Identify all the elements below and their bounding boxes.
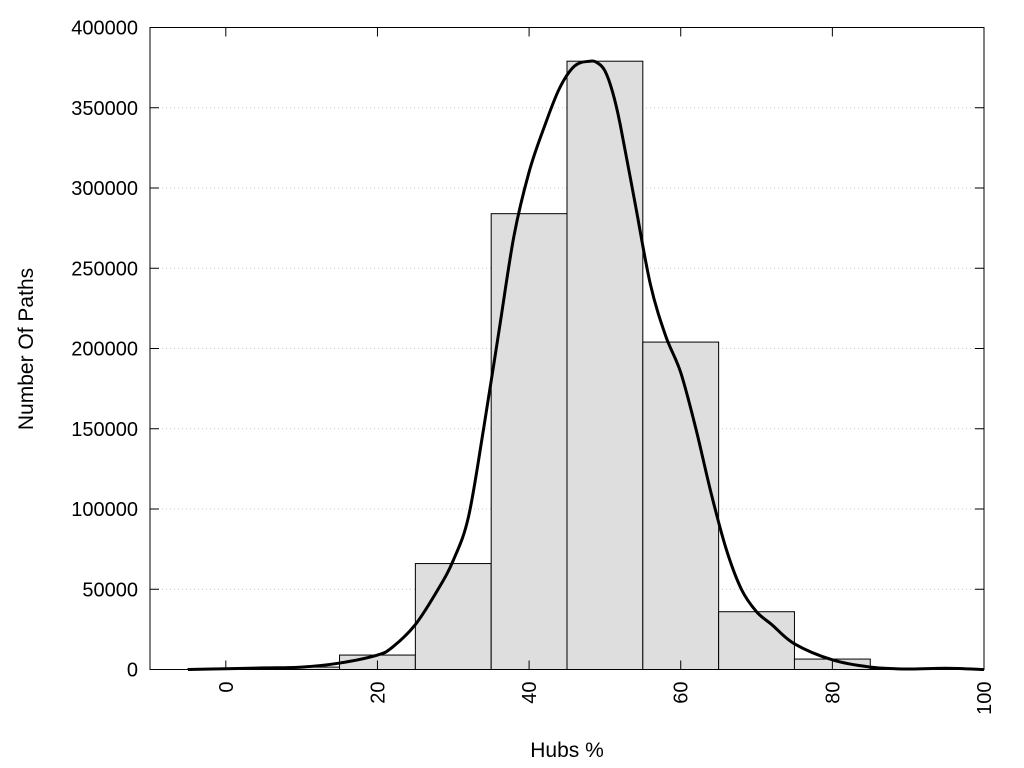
y-tick-label-3: 150000 <box>71 419 138 441</box>
bar-5 <box>566 60 644 670</box>
x-tick-labels: 0 20 40 60 80 100 <box>216 682 996 715</box>
bar-6 <box>642 341 720 670</box>
x-tick-label-4: 80 <box>822 682 844 704</box>
y-tick-label-5: 250000 <box>71 258 138 280</box>
y-tick-label-8: 400000 <box>71 18 138 40</box>
axis-ticks <box>150 27 985 670</box>
x-tick-label-0: 0 <box>216 682 238 693</box>
x-tick-label-2: 40 <box>519 682 541 704</box>
bar-3 <box>414 563 492 671</box>
x-tick-label-3: 60 <box>671 682 693 704</box>
y-tick-label-4: 200000 <box>71 339 138 361</box>
y-tick-label-0: 0 <box>127 660 138 682</box>
y-tick-label-2: 100000 <box>71 499 138 521</box>
y-tick-label-1: 50000 <box>82 579 138 601</box>
bar-7 <box>718 611 795 670</box>
x-tick-label-1: 20 <box>367 682 389 704</box>
y-tick-label-6: 300000 <box>71 178 138 200</box>
x-tick-label-5: 100 <box>974 682 996 715</box>
density-curve-layer <box>187 59 985 671</box>
y-tick-label-7: 350000 <box>71 98 138 120</box>
y-axis-title: Number Of Paths <box>15 268 38 430</box>
x-axis-title: Hubs % <box>530 739 604 762</box>
histogram-bars <box>187 60 985 671</box>
y-tick-labels: 0 50000 100000 150000 200000 250000 300000 3500… <box>71 18 138 682</box>
density-curve <box>187 59 985 671</box>
bar-4 <box>490 213 568 670</box>
